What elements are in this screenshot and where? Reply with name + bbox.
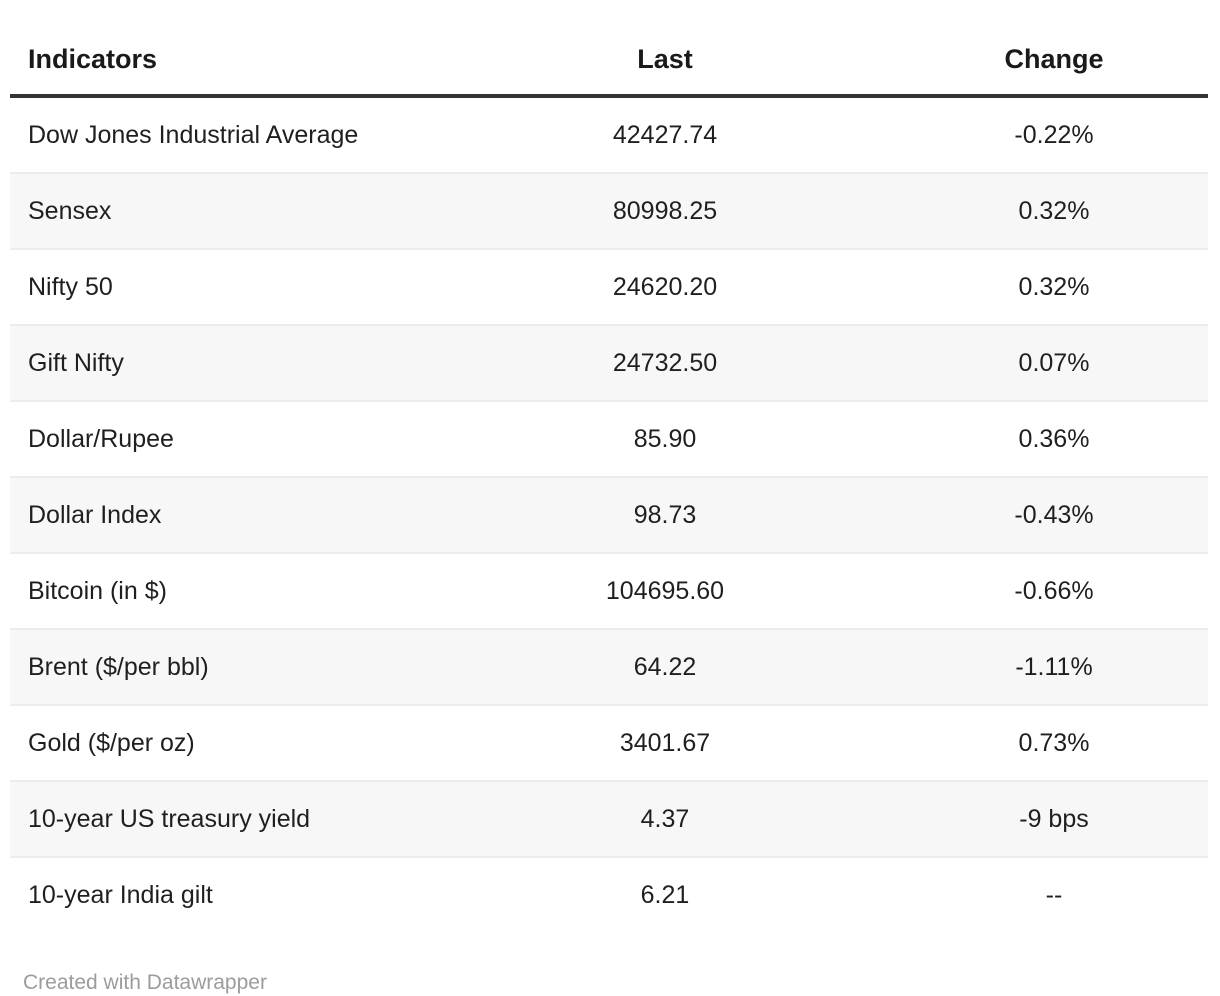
indicator-cell: Dow Jones Industrial Average — [10, 96, 430, 174]
change-cell: 0.07% — [900, 325, 1208, 402]
table-row: 10-year US treasury yield 4.37 -9 bps — [10, 781, 1208, 858]
indicator-cell: Gift Nifty — [10, 325, 430, 402]
change-cell: -0.43% — [900, 477, 1208, 554]
table-row: Gold ($/per oz) 3401.67 0.73% — [10, 705, 1208, 782]
last-cell: 85.90 — [430, 401, 900, 478]
table-row: Dow Jones Industrial Average 42427.74 -0… — [10, 96, 1208, 174]
indicator-cell: Dollar Index — [10, 477, 430, 554]
change-cell: 0.32% — [900, 173, 1208, 250]
table-row: 10-year India gilt 6.21 -- — [10, 857, 1208, 932]
last-cell: 98.73 — [430, 477, 900, 554]
table-header: Indicators Last Change — [10, 0, 1208, 98]
indicator-cell: Dollar/Rupee — [10, 401, 430, 478]
table-body: Dow Jones Industrial Average 42427.74 -0… — [10, 96, 1208, 932]
table-row: Gift Nifty 24732.50 0.07% — [10, 325, 1208, 402]
change-cell: -9 bps — [900, 781, 1208, 858]
last-cell: 24732.50 — [430, 325, 900, 402]
change-cell: 0.73% — [900, 705, 1208, 782]
header-row: Indicators Last Change — [10, 0, 1208, 98]
table-row: Brent ($/per bbl) 64.22 -1.11% — [10, 629, 1208, 706]
last-cell: 3401.67 — [430, 705, 900, 782]
change-cell: -1.11% — [900, 629, 1208, 706]
last-cell: 4.37 — [430, 781, 900, 858]
last-cell: 24620.20 — [430, 249, 900, 326]
last-cell: 64.22 — [430, 629, 900, 706]
column-header-indicators: Indicators — [10, 0, 430, 98]
indicator-cell: 10-year India gilt — [28, 881, 213, 909]
table-row: Sensex 80998.25 0.32% — [10, 173, 1208, 250]
attribution-footer: Created with Datawrapper — [23, 970, 1208, 996]
indicator-cell: Nifty 50 — [10, 249, 430, 326]
datawrapper-attribution-link[interactable]: Created with Datawrapper — [23, 971, 267, 994]
last-cell: 104695.60 — [430, 553, 900, 630]
change-cell: 0.36% — [900, 401, 1208, 478]
table-row: Dollar/Rupee 85.90 0.36% — [10, 401, 1208, 478]
table-row: Bitcoin (in $) 104695.60 -0.66% — [10, 553, 1208, 630]
indicator-cell: Bitcoin (in $) — [10, 553, 430, 630]
indicator-cell: Sensex — [10, 173, 430, 250]
indicators-table: Indicators Last Change Dow Jones Industr… — [10, 0, 1208, 932]
change-cell: 0.32% — [900, 249, 1208, 326]
change-cell: -0.22% — [900, 96, 1208, 174]
last-cell: 42427.74 — [430, 96, 900, 174]
table-row: Dollar Index 98.73 -0.43% — [10, 477, 1208, 554]
table-row: Nifty 50 24620.20 0.32% — [10, 249, 1208, 326]
change-cell: -0.66% — [900, 553, 1208, 630]
last-cell: 6.21 — [640, 881, 690, 909]
indicator-cell: Gold ($/per oz) — [10, 705, 430, 782]
change-cell: -- — [1045, 881, 1063, 909]
indicator-cell: Brent ($/per bbl) — [10, 629, 430, 706]
column-header-last: Last — [430, 0, 900, 98]
last-cell: 80998.25 — [430, 173, 900, 250]
column-header-change: Change — [900, 0, 1208, 98]
indicator-cell: 10-year US treasury yield — [10, 781, 430, 858]
